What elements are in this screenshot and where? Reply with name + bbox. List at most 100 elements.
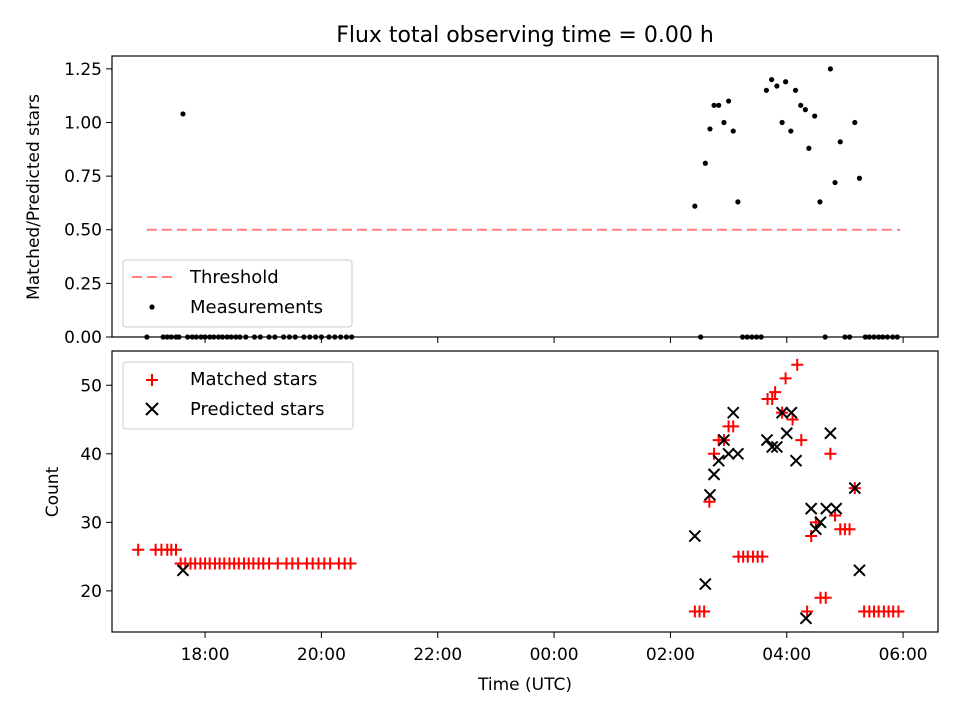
measurement-point	[817, 199, 823, 205]
measurement-point	[806, 145, 812, 151]
bottom-x-tick-label: 18:00	[181, 645, 230, 665]
predicted-star-point	[829, 502, 843, 515]
bottom-plot-frame	[111, 350, 939, 633]
predicted-star-point	[775, 406, 789, 419]
bottom-x-tick-label: 04:00	[762, 645, 811, 665]
legend-matched-swatch	[146, 374, 158, 386]
matched-star-point	[132, 543, 145, 556]
measurement-point	[763, 87, 770, 93]
measurement-point	[730, 128, 736, 134]
measurement-point	[711, 102, 717, 108]
matched-star-point	[786, 413, 799, 426]
measurement-point	[702, 160, 708, 166]
measurement-point	[769, 76, 775, 83]
predicted-star-point	[824, 427, 837, 440]
predicted-star-point	[785, 406, 798, 419]
measurement-point	[180, 111, 186, 117]
bottom-y-ticks: 20 30 40 50	[80, 376, 112, 602]
predicted-star-point	[853, 564, 866, 577]
measurement-point	[812, 113, 818, 119]
measurement-point	[735, 199, 741, 205]
bottom-x-tick-label: 22:00	[413, 645, 462, 665]
predicted-star-point	[722, 447, 735, 461]
predicted-stars-points	[176, 406, 866, 625]
measurement-point	[716, 102, 722, 108]
predicted-star-point	[176, 564, 190, 577]
bottom-y-tick-label: 20	[80, 582, 102, 602]
matched-star-point	[892, 605, 905, 618]
bottom-x-tick-label: 00:00	[530, 645, 579, 665]
matched-star-point	[805, 530, 818, 543]
measurement-point	[827, 66, 833, 72]
measurement-point	[856, 175, 863, 181]
matched-star-point	[727, 420, 740, 433]
bottom-legend: Matched stars Predicted stars	[122, 361, 354, 430]
predicted-star-point	[789, 454, 803, 467]
top-legend-box	[122, 259, 353, 328]
top-y-axis-label: Matched/Predicted stars	[24, 94, 44, 300]
measurement-point	[725, 98, 732, 104]
matched-star-point	[703, 495, 716, 508]
measurement-point	[802, 107, 808, 113]
bottom-x-ticks: 18:00 20:00 22:00 00:00 02:00 04:00 06:00	[181, 632, 928, 665]
top-y-ticks: 0.00 0.25 0.50 0.75 1.00 1.25	[64, 60, 112, 348]
matched-star-point	[344, 557, 357, 570]
predicted-star-point	[780, 427, 793, 440]
measurement-point	[692, 203, 698, 209]
top-y-tick-label: 1.25	[64, 60, 102, 80]
matched-star-point	[824, 447, 837, 460]
legend-predicted-swatch	[145, 402, 159, 416]
matched-star-point	[766, 392, 779, 405]
top-plot-frame	[111, 55, 939, 338]
matched-star-point	[779, 372, 792, 385]
measurement-point	[707, 126, 713, 132]
predicted-star-point	[814, 516, 827, 529]
chart-title: Flux total observing time = 0.00 h	[336, 23, 714, 48]
top-y-tick-label: 0.75	[64, 167, 102, 187]
matched-star-point	[769, 386, 782, 399]
measurement-point	[837, 139, 843, 145]
legend-measurements-label: Measurements	[190, 297, 323, 318]
legend-matched-label: Matched stars	[190, 369, 317, 390]
matched-star-point	[756, 550, 769, 563]
bottom-y-tick-label: 40	[80, 445, 102, 465]
bottom-y-tick-label: 50	[80, 376, 102, 396]
top-legend: Threshold Measurements	[122, 259, 353, 328]
predicted-star-point	[688, 529, 702, 543]
top-y-tick-label: 0.25	[64, 274, 102, 294]
predicted-star-point	[760, 433, 774, 447]
predicted-star-point	[717, 433, 731, 447]
predicted-star-point	[804, 502, 818, 515]
measurement-point	[788, 128, 794, 134]
matched-star-point	[698, 605, 711, 618]
matched-star-point	[829, 509, 842, 522]
legend-measurements-swatch	[149, 304, 155, 310]
bottom-x-tick-label: 02:00	[646, 645, 695, 665]
count-panel: 20 30 40 50 18:00 20:00 22:00 00:00 02:00 04:00 0…	[43, 350, 939, 695]
legend-predicted-label: Predicted stars	[190, 399, 324, 420]
top-y-tick-label: 0.00	[64, 328, 102, 348]
measurement-point	[832, 179, 838, 186]
predicted-star-point	[799, 612, 813, 625]
bottom-y-tick-label: 30	[80, 513, 102, 533]
x-axis-label: Time (UTC)	[477, 675, 572, 695]
bottom-y-axis-label: Count	[43, 466, 63, 517]
matched-star-point	[169, 543, 182, 556]
measurement-point	[721, 119, 727, 126]
matched-star-point	[819, 591, 832, 604]
measurement-point	[782, 79, 789, 85]
top-y-tick-label: 0.50	[64, 221, 102, 241]
predicted-star-point	[712, 454, 725, 467]
measurement-point	[774, 83, 780, 89]
predicted-star-point	[731, 447, 745, 461]
matched-stars-points	[132, 358, 905, 618]
matched-star-point	[843, 523, 856, 536]
bottom-legend-box	[122, 361, 354, 430]
bottom-x-tick-label: 06:00	[879, 645, 928, 665]
matched-star-point	[795, 434, 808, 447]
measurement-point	[852, 119, 858, 126]
measurement-point	[798, 102, 804, 108]
predicted-star-point	[809, 522, 823, 536]
